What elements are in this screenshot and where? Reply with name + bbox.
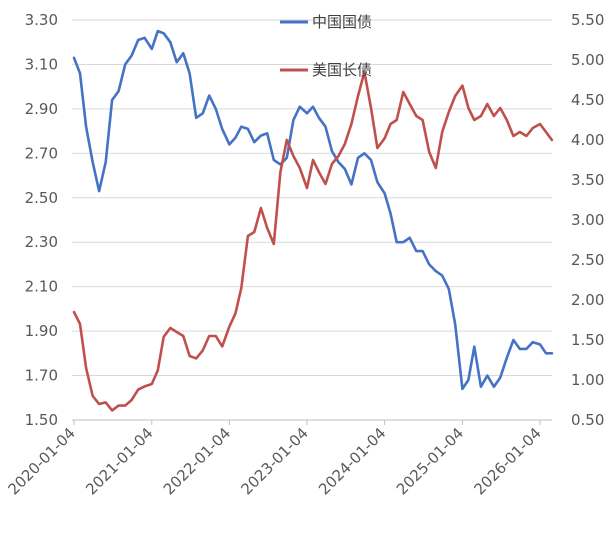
y-right-tick-label: 1.50 bbox=[571, 331, 604, 349]
y-right-tick-label: 3.50 bbox=[571, 171, 604, 189]
y-left-tick-label: 1.70 bbox=[25, 367, 58, 385]
y-right-tick-label: 4.00 bbox=[571, 131, 604, 149]
y-right-tick-label: 4.50 bbox=[571, 91, 604, 109]
y-left-tick-label: 3.10 bbox=[25, 55, 58, 73]
y-right-tick-label: 3.00 bbox=[571, 211, 604, 229]
legend-label-2: 美国长债 bbox=[312, 61, 372, 79]
y-left-tick-label: 2.90 bbox=[25, 100, 58, 118]
y-left-tick-label: 1.90 bbox=[25, 322, 58, 340]
y-right-tick-label: 1.00 bbox=[571, 371, 604, 389]
series-lines bbox=[72, 29, 554, 412]
x-tick-label: 2025-01-04 bbox=[393, 424, 467, 498]
y-right-tick-label: 2.50 bbox=[571, 251, 604, 269]
x-axis: 2020-01-04 2021-01-04 2022-01-04 2023-01-04… bbox=[4, 419, 552, 498]
series-line-2 bbox=[72, 70, 554, 412]
y-left-tick-label: 2.30 bbox=[25, 233, 58, 251]
y-left-tick-label: 1.50 bbox=[25, 411, 58, 429]
right-y-axis: 0.50 1.00 1.50 2.00 2.50 3.00 3.50 4.00 4.50 5.00… bbox=[571, 11, 604, 429]
x-tick-label: 2021-01-04 bbox=[82, 424, 156, 498]
x-tick-label: 2026-01-04 bbox=[470, 424, 544, 498]
y-right-tick-label: 0.50 bbox=[571, 411, 604, 429]
y-left-tick-label: 3.30 bbox=[25, 11, 58, 29]
x-tick-label: 2020-01-04 bbox=[4, 424, 78, 498]
y-right-tick-label: 5.00 bbox=[571, 51, 604, 69]
y-right-tick-label: 2.00 bbox=[571, 291, 604, 309]
y-right-tick-label: 5.50 bbox=[571, 11, 604, 29]
series-line-1 bbox=[72, 29, 554, 391]
y-left-tick-label: 2.50 bbox=[25, 189, 58, 207]
x-tick-label: 2023-01-04 bbox=[237, 424, 311, 498]
y-left-tick-label: 2.70 bbox=[25, 144, 58, 162]
x-tick-label: 2024-01-04 bbox=[315, 424, 389, 498]
y-left-tick-label: 2.10 bbox=[25, 278, 58, 296]
gridlines bbox=[72, 19, 552, 421]
left-y-axis: 1.50 1.70 1.90 2.10 2.30 2.50 2.70 2.90 3.10 3.30 bbox=[25, 11, 58, 429]
legend-label-1: 中国国债 bbox=[312, 13, 372, 31]
x-tick-label: 2022-01-04 bbox=[160, 424, 234, 498]
